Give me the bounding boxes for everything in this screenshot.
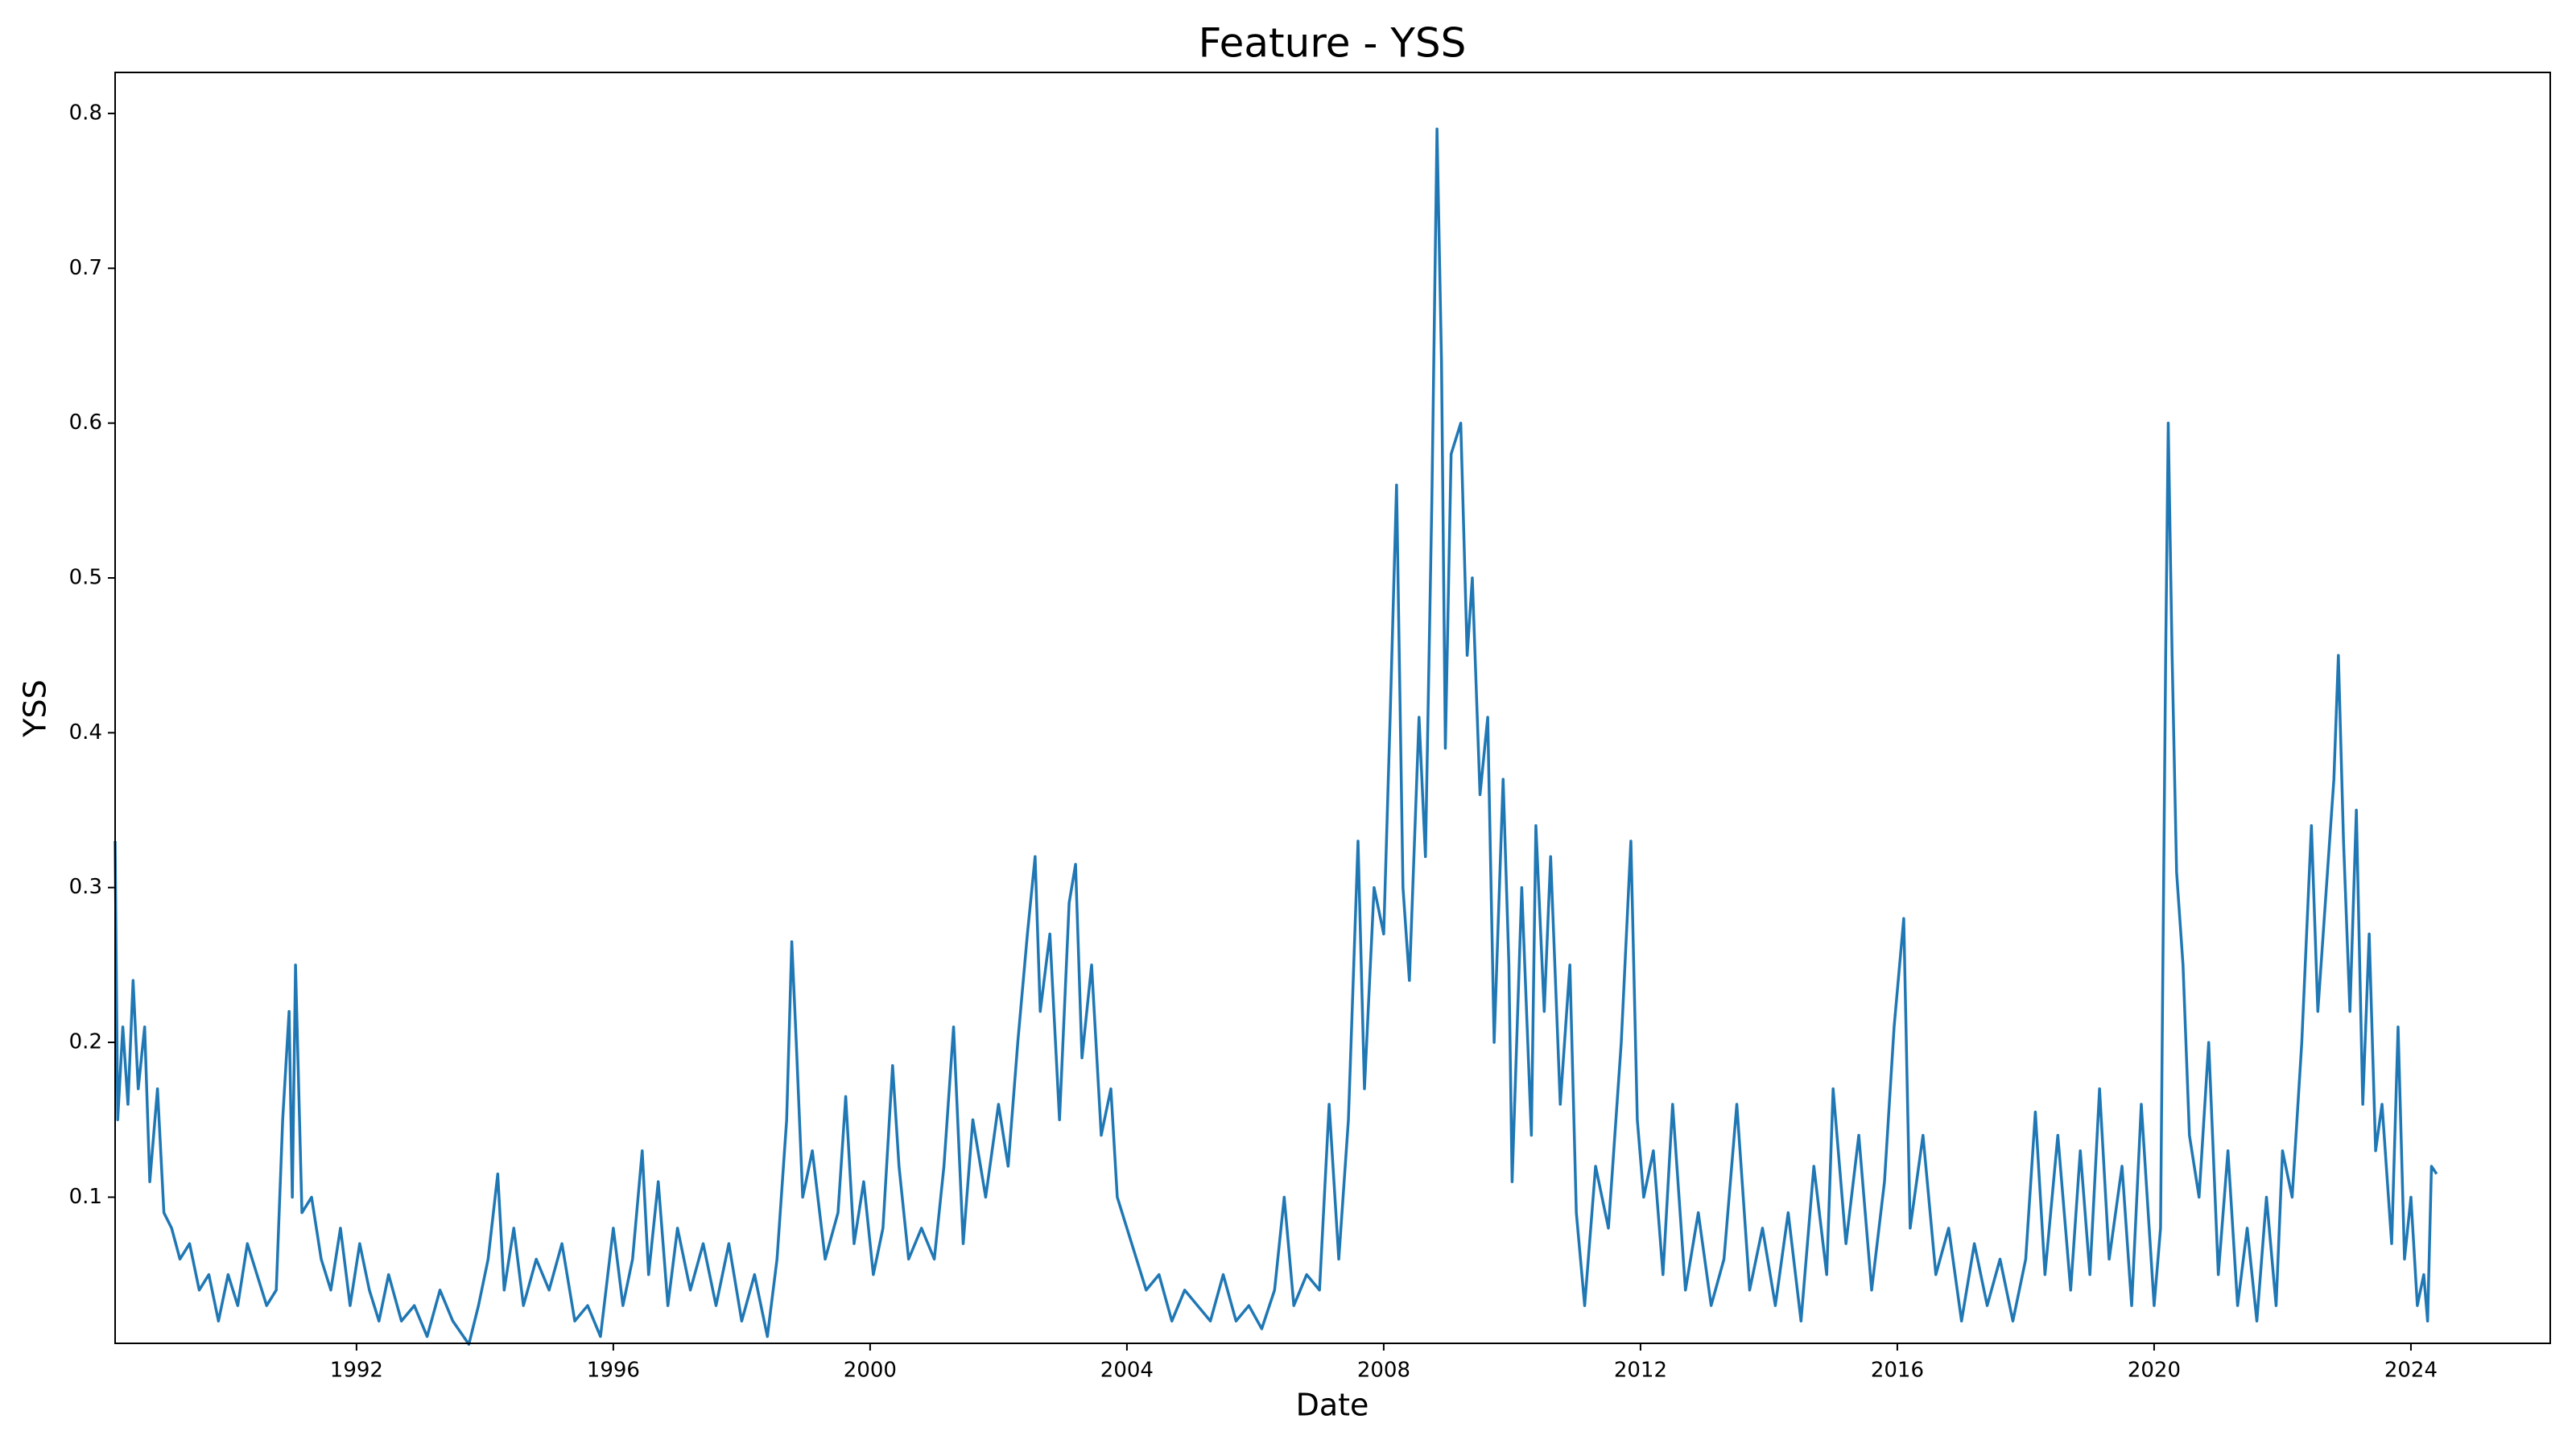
x-tick-label: 1992 xyxy=(330,1359,383,1383)
y-tick-label: 0.3 xyxy=(69,875,102,899)
y-tick-label: 0.7 xyxy=(69,256,102,280)
y-tick-label: 0.6 xyxy=(69,410,102,435)
x-tick-label: 2012 xyxy=(1614,1359,1667,1383)
y-tick-label: 0.2 xyxy=(69,1030,102,1054)
data-line xyxy=(114,127,2438,1346)
x-tick-label: 2024 xyxy=(2384,1359,2438,1383)
x-axis-label: Date xyxy=(1296,1388,1369,1423)
y-tick-label: 0.4 xyxy=(69,720,102,745)
x-tick-label: 2000 xyxy=(844,1359,897,1383)
y-tick-label: 0.8 xyxy=(69,101,102,125)
x-tick-label: 2016 xyxy=(1871,1359,1924,1383)
y-tick-label: 0.5 xyxy=(69,566,102,590)
x-tick-label: 2020 xyxy=(2128,1359,2181,1383)
chart-title: Feature - YSS xyxy=(1199,20,1467,67)
plot-frame xyxy=(114,72,2551,1344)
x-tick-label: 2004 xyxy=(1100,1359,1154,1383)
y-tick-label: 0.1 xyxy=(69,1185,102,1209)
x-tick-label: 1996 xyxy=(587,1359,640,1383)
x-tick-label: 2008 xyxy=(1357,1359,1410,1383)
y-axis-label: YSS xyxy=(18,679,53,737)
